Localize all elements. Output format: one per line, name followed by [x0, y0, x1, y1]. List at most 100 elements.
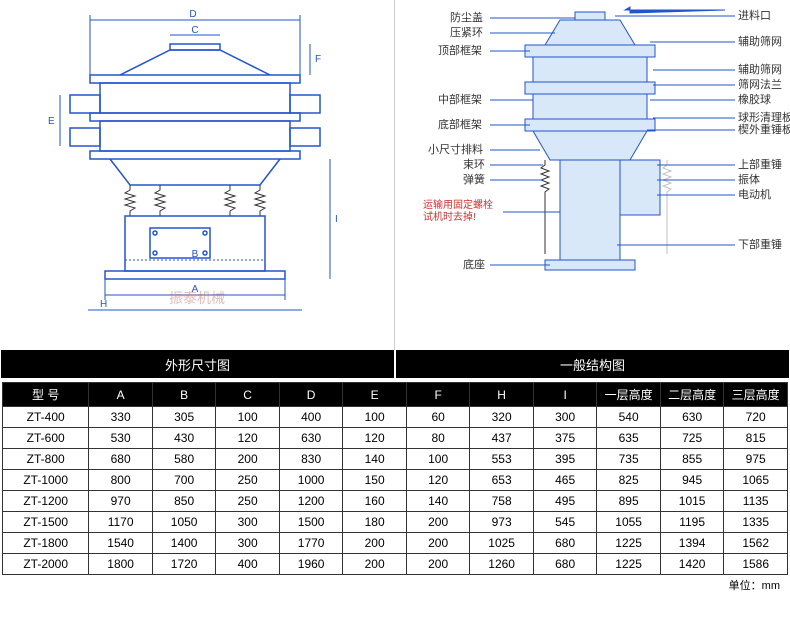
dim-c-label: C [191, 25, 198, 36]
table-cell-A: 530 [89, 428, 153, 449]
table-cell-h2: 630 [660, 407, 724, 428]
table-cell-A: 800 [89, 470, 153, 491]
section-labels-row: 外形尺寸图 一般结构图 [0, 350, 790, 378]
table-cell-F: 200 [406, 533, 470, 554]
table-cell-I: 680 [533, 554, 597, 575]
label-top-frame: 顶部框架 [438, 43, 482, 57]
label-aux-screen2: 辅助筛网 [738, 62, 782, 76]
table-cell-A: 330 [89, 407, 153, 428]
table-cell-model: ZT-800 [3, 449, 89, 470]
table-row: ZT-60053043012063012080437375635725815 [3, 428, 788, 449]
label-red-note1: 运输用固定螺栓 [423, 198, 493, 211]
table-cell-H: 653 [470, 470, 534, 491]
structure-diagram-title: 一般结构图 [396, 350, 789, 378]
table-row: ZT-1200970850250120016014075849589510151… [3, 491, 788, 512]
th-a: A [89, 383, 153, 407]
table-cell-model: ZT-400 [3, 407, 89, 428]
table-cell-h1: 895 [597, 491, 661, 512]
label-upper-hammer: 上部重锤 [738, 157, 782, 171]
table-cell-h3: 1586 [724, 554, 788, 575]
table-row: ZT-1500117010503001500180200973545105511… [3, 512, 788, 533]
table-cell-B: 1050 [152, 512, 216, 533]
table-cell-h3: 720 [724, 407, 788, 428]
table-cell-C: 300 [216, 533, 280, 554]
dim-h-label: H [100, 299, 107, 310]
label-clamp-ring: 压紧环 [450, 26, 483, 39]
table-cell-E: 140 [343, 449, 407, 470]
th-d: D [279, 383, 343, 407]
table-cell-h1: 735 [597, 449, 661, 470]
watermark-brand: 振泰机械 [169, 290, 225, 306]
table-cell-A: 1540 [89, 533, 153, 554]
table-cell-E: 200 [343, 554, 407, 575]
table-cell-H: 1260 [470, 554, 534, 575]
dimension-diagram-title: 外形尺寸图 [1, 350, 394, 378]
table-cell-C: 250 [216, 491, 280, 512]
table-cell-model: ZT-600 [3, 428, 89, 449]
table-cell-C: 200 [216, 449, 280, 470]
table-cell-I: 680 [533, 533, 597, 554]
table-cell-I: 395 [533, 449, 597, 470]
table-cell-I: 375 [533, 428, 597, 449]
table-cell-F: 80 [406, 428, 470, 449]
table-cell-D: 630 [279, 428, 343, 449]
table-cell-model: ZT-1800 [3, 533, 89, 554]
table-cell-B: 305 [152, 407, 216, 428]
table-cell-h3: 1335 [724, 512, 788, 533]
table-cell-h1: 1225 [597, 554, 661, 575]
table-cell-F: 200 [406, 512, 470, 533]
table-cell-model: ZT-1200 [3, 491, 89, 512]
table-row: ZT-1000800700250100015012065346582594510… [3, 470, 788, 491]
table-cell-D: 1960 [279, 554, 343, 575]
table-cell-I: 465 [533, 470, 597, 491]
table-cell-D: 400 [279, 407, 343, 428]
th-c: C [216, 383, 280, 407]
watermark: 振泰机械 [169, 288, 225, 308]
table-header-row: 型 号 A B C D E F H I 一层高度 二层高度 三层高度 [3, 383, 788, 407]
label-rubber-ball: 橡胶球 [738, 92, 771, 106]
th-e: E [343, 383, 407, 407]
label-base: 底座 [463, 257, 485, 271]
table-row: ZT-1800154014003001770200200102568012251… [3, 533, 788, 554]
spec-table-wrap: 型 号 A B C D E F H I 一层高度 二层高度 三层高度 ZT-40… [0, 378, 790, 599]
table-cell-C: 300 [216, 512, 280, 533]
table-cell-F: 140 [406, 491, 470, 512]
table-cell-D: 1000 [279, 470, 343, 491]
th-h: H [470, 383, 534, 407]
table-cell-B: 580 [152, 449, 216, 470]
table-cell-h1: 635 [597, 428, 661, 449]
table-cell-E: 150 [343, 470, 407, 491]
th-b: B [152, 383, 216, 407]
structure-diagram: 防尘盖 压紧环 顶部框架 中部框架 底部框架 小尺寸排料 束环 弹簧 运输用固定… [395, 0, 790, 350]
label-vibrator: 振体 [738, 172, 760, 186]
table-cell-model: ZT-1500 [3, 512, 89, 533]
table-cell-C: 400 [216, 554, 280, 575]
spec-table: 型 号 A B C D E F H I 一层高度 二层高度 三层高度 ZT-40… [2, 382, 788, 575]
dim-b-label: B [192, 249, 199, 260]
unit-label: 单位：mm [2, 575, 788, 595]
table-cell-F: 120 [406, 470, 470, 491]
table-cell-A: 970 [89, 491, 153, 512]
table-cell-H: 758 [470, 491, 534, 512]
table-cell-F: 100 [406, 449, 470, 470]
table-cell-C: 120 [216, 428, 280, 449]
table-cell-h3: 975 [724, 449, 788, 470]
label-dust-cover: 防尘盖 [450, 10, 483, 24]
label-hammer-plate: 楔外重锤板 [738, 122, 790, 136]
table-cell-B: 850 [152, 491, 216, 512]
table-cell-B: 1720 [152, 554, 216, 575]
th-h2: 二层高度 [660, 383, 724, 407]
diagrams-row: D C F E B I A H 振泰机械 [0, 0, 790, 350]
table-cell-h2: 1394 [660, 533, 724, 554]
table-cell-h2: 1195 [660, 512, 724, 533]
table-cell-H: 320 [470, 407, 534, 428]
label-mid-frame: 中部框架 [438, 92, 482, 106]
table-cell-h3: 815 [724, 428, 788, 449]
table-cell-h1: 825 [597, 470, 661, 491]
table-cell-I: 545 [533, 512, 597, 533]
label-red-note2: 试机时去掉! [423, 210, 476, 223]
table-cell-I: 495 [533, 491, 597, 512]
table-cell-F: 60 [406, 407, 470, 428]
table-cell-C: 250 [216, 470, 280, 491]
label-tie-ring: 束环 [463, 158, 485, 171]
